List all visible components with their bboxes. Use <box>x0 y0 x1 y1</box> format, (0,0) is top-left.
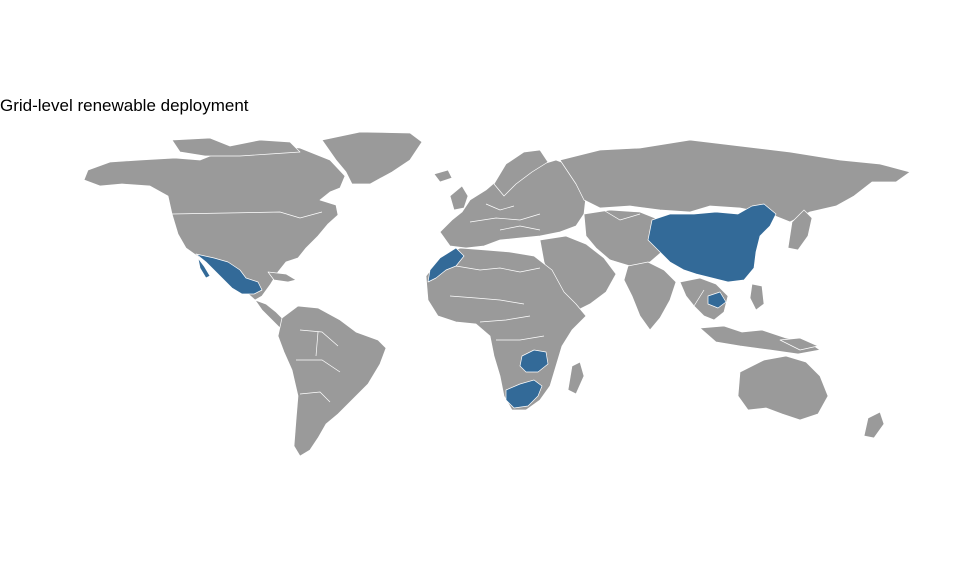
central-asia <box>583 209 673 267</box>
new-guinea <box>779 337 819 351</box>
africa <box>425 247 587 411</box>
philippines <box>749 283 765 311</box>
china <box>647 203 777 283</box>
caribbean <box>267 271 297 283</box>
iceland <box>433 169 453 183</box>
uk-ireland <box>449 185 469 211</box>
morocco <box>427 247 465 283</box>
arctic-islands <box>171 137 301 157</box>
southeast-asia <box>679 277 729 321</box>
africa-borders <box>449 265 545 341</box>
europe-borders <box>469 203 541 231</box>
asia-borders <box>599 207 705 307</box>
india <box>623 261 677 331</box>
map-title: Grid-level renewable deployment <box>0 96 249 115</box>
greenland <box>321 131 423 185</box>
south-america-borders <box>296 329 341 403</box>
australia <box>737 355 829 421</box>
us-canada-border <box>171 211 323 219</box>
south-africa <box>505 379 543 409</box>
baja-california <box>197 257 211 279</box>
scandinavia <box>493 149 549 197</box>
south-america <box>277 305 387 457</box>
madagascar <box>567 361 585 395</box>
zambia <box>519 349 549 373</box>
north-america <box>83 144 346 301</box>
new-zealand <box>863 411 885 439</box>
cambodia <box>707 291 727 309</box>
russia <box>559 139 911 223</box>
japan <box>787 209 813 251</box>
mexico <box>195 253 263 295</box>
